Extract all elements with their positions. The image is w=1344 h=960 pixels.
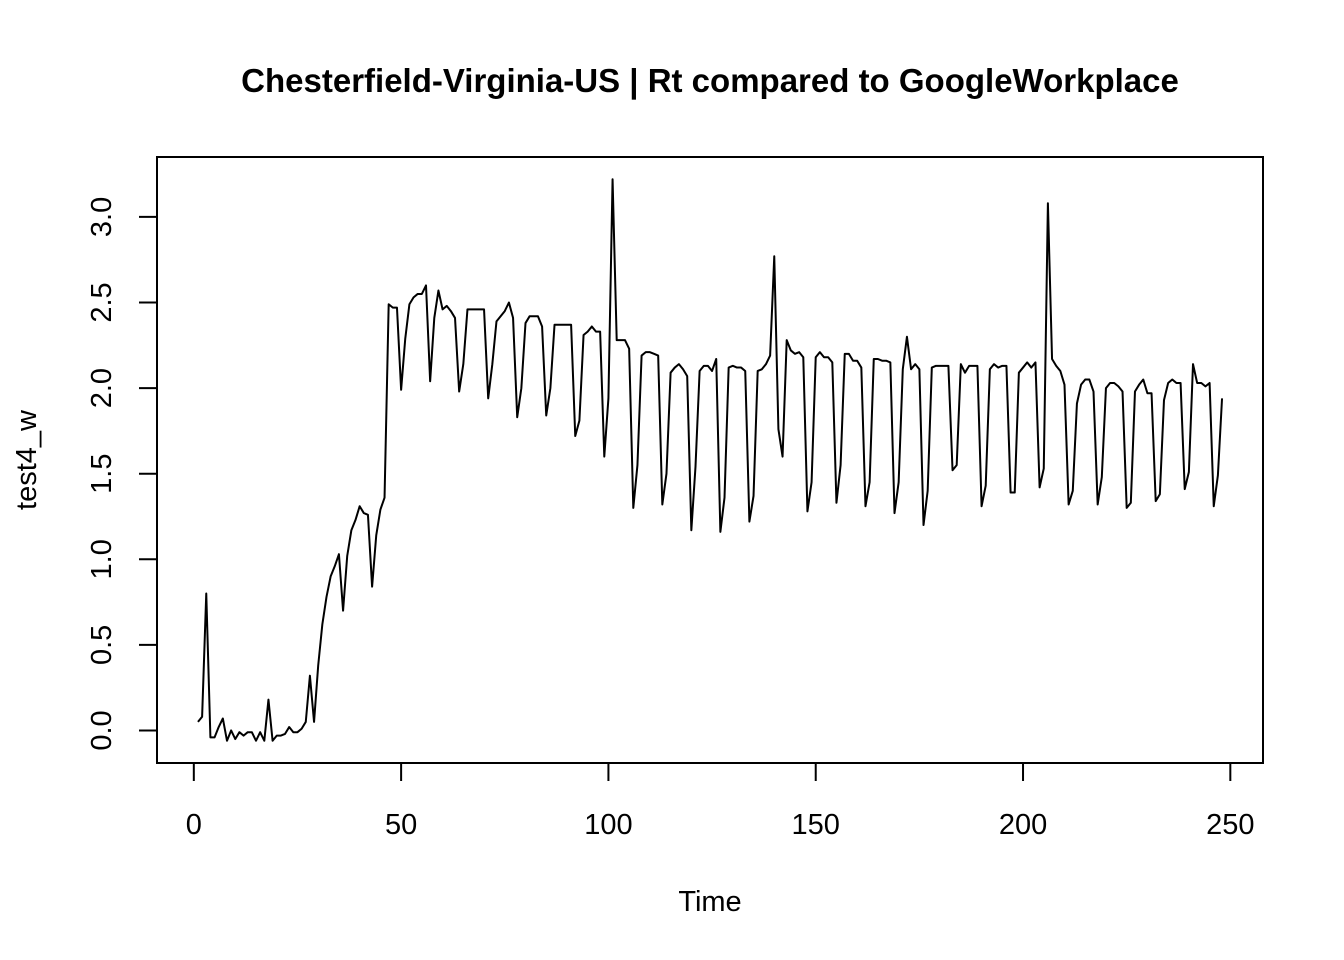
data-line	[197, 178, 1224, 742]
x-tick-label: 100	[584, 809, 632, 841]
y-tick-label: 2.0	[86, 368, 118, 408]
x-tick-label: 50	[385, 809, 417, 841]
y-tick-label: 2.5	[86, 282, 118, 322]
x-tick-label: 200	[999, 809, 1047, 841]
chart-title: Chesterfield-Virginia-US | Rt compared t…	[241, 62, 1179, 99]
x-tick-label: 250	[1206, 809, 1254, 841]
y-axis-label: test4_w	[11, 409, 43, 510]
y-tick-label: 0.0	[86, 710, 118, 750]
y-tick-label: 1.5	[86, 454, 118, 494]
x-tick-label: 150	[792, 809, 840, 841]
y-tick-label: 3.0	[86, 197, 118, 237]
x-axis-label: Time	[678, 886, 741, 918]
y-tick-label: 0.5	[86, 625, 118, 665]
x-tick-label: 0	[186, 809, 202, 841]
y-tick-label: 1.0	[86, 539, 118, 579]
